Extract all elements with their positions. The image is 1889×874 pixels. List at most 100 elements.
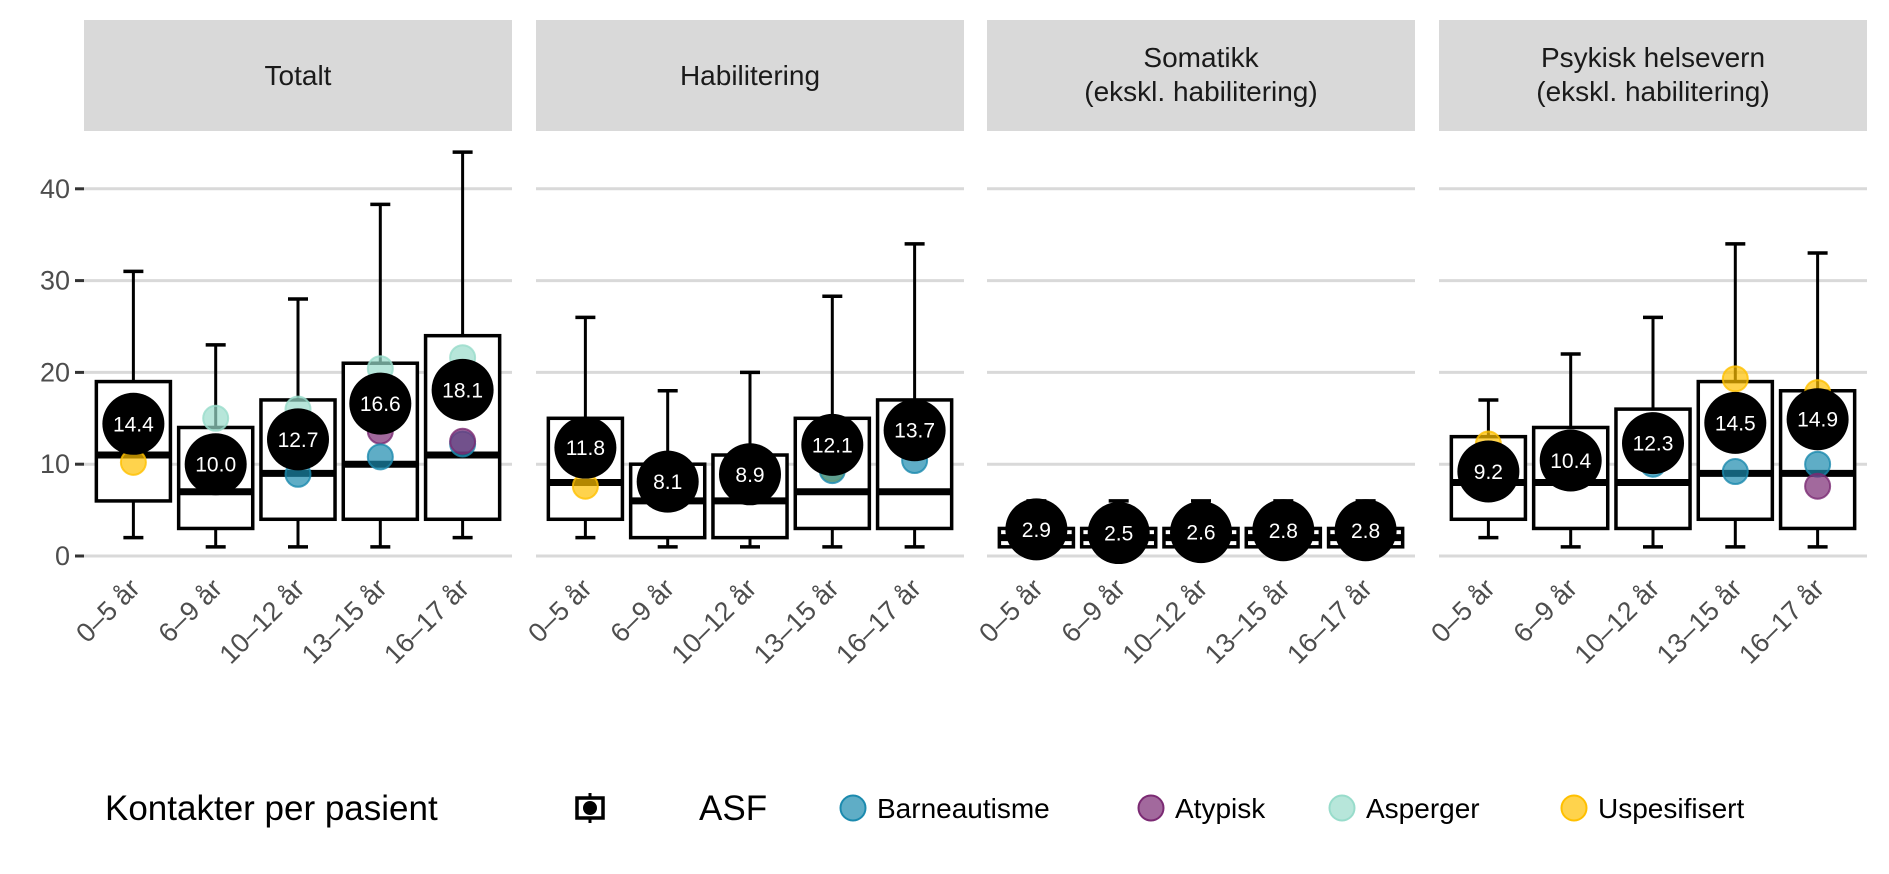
x-tick-label: 0–5 år	[1425, 573, 1500, 648]
box-3: 8.9	[711, 370, 789, 549]
box-5: 14.9	[1778, 251, 1857, 549]
mean-label: 2.9	[1022, 519, 1051, 542]
box-3: 12.3	[1614, 315, 1692, 549]
mean-label: 13.7	[894, 420, 935, 443]
point-atypisk	[449, 427, 477, 455]
x-tick-label: 0–5 år	[70, 573, 145, 648]
mean-label: 10.4	[1550, 450, 1591, 473]
mean-marker	[267, 408, 329, 471]
mean-label: 2.6	[1186, 522, 1215, 545]
point-barneautisme	[366, 443, 394, 471]
x-tick-label: 6–9 år	[153, 573, 228, 648]
x-tick-label: 13–15 år	[748, 573, 845, 670]
mean-label: 11.8	[566, 437, 605, 460]
mean-label: 2.8	[1351, 520, 1380, 543]
box-5: 13.7	[875, 242, 954, 549]
legend-label: Barneautisme	[877, 793, 1050, 824]
box-1: 2.9	[997, 498, 1076, 561]
facet-panel-1: Totalt 14.4 10.0 12.7 16.6 18.1 0–5 år 6–9 år10…	[70, 20, 512, 670]
x-tick-label: 16–17 år	[1733, 573, 1830, 670]
mean-marker	[1622, 412, 1684, 475]
legend-label: Atypisk	[1175, 793, 1266, 824]
legend-label: Uspesifisert	[1598, 793, 1744, 824]
key-mean	[583, 801, 597, 815]
facet-title-line: (ekskl. habilitering)	[1536, 76, 1769, 107]
box-4: 2.8	[1244, 499, 1323, 562]
mean-marker	[184, 433, 247, 496]
legend-item-uspesifisert: Uspesifisert	[1560, 793, 1744, 824]
legend-key-dot	[1560, 794, 1588, 822]
box-4: 16.6	[341, 202, 420, 549]
x-tick-label: 10–12 år	[214, 573, 311, 670]
mean-label: 9.2	[1474, 461, 1503, 484]
legend-item-barneautisme: Barneautisme	[839, 793, 1050, 824]
facet-title: Psykisk helsevern (ekskl. habilitering)	[1536, 42, 1769, 107]
mean-marker	[431, 358, 494, 421]
facet-strip	[1439, 20, 1867, 131]
mean-marker	[1334, 499, 1397, 562]
mean-marker	[1786, 388, 1849, 451]
mean-label: 16.6	[360, 393, 401, 416]
box-1: 11.8	[546, 315, 625, 540]
legend-title-groups: ASF	[699, 789, 767, 828]
x-tick-label: 13–15 år	[1651, 573, 1748, 670]
x-tick-label: 13–15 år	[1199, 573, 1296, 670]
x-tick-label: 0–5 år	[973, 573, 1048, 648]
mean-marker	[1170, 501, 1232, 564]
box-5: 2.8	[1326, 499, 1405, 562]
mean-label: 14.4	[113, 413, 154, 436]
facet-strip	[987, 20, 1415, 131]
legend-key-dot	[839, 794, 867, 822]
boxplot-key-icon	[575, 793, 605, 823]
mean-label: 10.0	[195, 454, 236, 477]
box-2: 10.0	[176, 343, 255, 549]
x-tick-label: 16–17 år	[830, 573, 927, 670]
y-tick-label: 20	[40, 357, 70, 387]
y-tick-label: 30	[40, 266, 70, 296]
x-tick-label: 10–12 år	[666, 573, 763, 670]
mean-marker	[1252, 499, 1315, 562]
mean-marker	[1457, 440, 1520, 503]
facet-title-line: Psykisk helsevern	[1541, 42, 1765, 73]
facet-title-line: Habilitering	[680, 60, 820, 91]
point-barneautisme	[1721, 458, 1749, 486]
facet-title: Totalt	[265, 60, 332, 91]
box-5: 18.1	[423, 150, 502, 540]
mean-marker	[801, 413, 864, 476]
mean-marker	[554, 416, 617, 479]
mean-marker	[102, 392, 165, 455]
x-tick-label: 16–17 år	[1281, 573, 1378, 670]
box-1: 14.4	[94, 269, 173, 540]
legend-title-box: Kontakter per pasient	[105, 789, 438, 828]
facet-title: Somatikk (ekskl. habilitering)	[1084, 42, 1317, 107]
mean-label: 2.5	[1104, 523, 1133, 546]
x-tick-label: 16–17 år	[378, 573, 475, 670]
y-tick-label: 0	[55, 541, 70, 571]
x-tick-label: 10–12 år	[1569, 573, 1666, 670]
facet-title-line: (ekskl. habilitering)	[1084, 76, 1317, 107]
point-uspesifisert	[1721, 365, 1749, 393]
box-2: 10.4	[1531, 352, 1610, 549]
mean-marker	[719, 443, 781, 506]
legend-label: Asperger	[1366, 793, 1480, 824]
mean-marker	[1539, 429, 1602, 492]
mean-marker	[349, 372, 412, 435]
box-3: 2.6	[1162, 499, 1240, 564]
legend-key-dot	[1137, 794, 1165, 822]
point-asperger	[202, 404, 230, 432]
mean-marker	[1087, 502, 1150, 565]
mean-label: 12.1	[812, 434, 853, 457]
box-1: 9.2	[1449, 398, 1528, 540]
y-tick-label: 10	[40, 449, 70, 479]
mean-label: 8.9	[735, 464, 764, 487]
legend: Kontakter per pasient ASF Barneautisme Atyp…	[105, 789, 1744, 828]
x-tick-label: 6–9 år	[1056, 573, 1131, 648]
facet-panel-2: Habilitering 11.8 8.1 8.9 12.1 13.7 0–5 år 6–9 …	[522, 20, 964, 670]
box-3: 12.7	[259, 297, 337, 549]
mean-label: 8.1	[653, 471, 682, 494]
x-tick-label: 0–5 år	[522, 573, 597, 648]
x-tick-label: 6–9 år	[1508, 573, 1583, 648]
facet-title: Habilitering	[680, 60, 820, 91]
mean-label: 12.7	[278, 429, 319, 452]
x-tick-label: 10–12 år	[1117, 573, 1214, 670]
